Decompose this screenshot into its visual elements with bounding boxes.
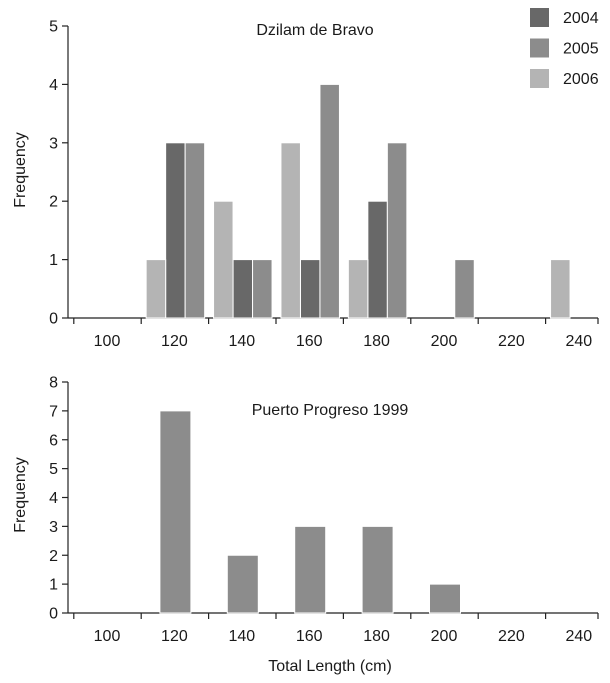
bar: [299, 259, 321, 319]
bar: [213, 200, 234, 319]
x-axis-title: Total Length (cm): [268, 658, 392, 675]
y-axis-title: Frequency: [12, 457, 29, 533]
x-tick-label: 220: [498, 333, 525, 350]
x-tick-label: 180: [363, 333, 390, 350]
legend-label: 2005: [563, 41, 599, 58]
y-axis-title: Frequency: [12, 132, 29, 208]
y-tick-label: 2: [49, 548, 58, 565]
y-tick-label: 4: [49, 77, 58, 94]
bar: [159, 410, 192, 614]
bar: [454, 259, 475, 319]
y-tick-label: 6: [49, 432, 58, 449]
bar: [429, 583, 461, 614]
y-tick-label: 0: [49, 606, 58, 623]
bar: [294, 525, 327, 614]
bar: [550, 259, 571, 319]
x-tick-label: 240: [565, 628, 592, 645]
x-tick-label: 160: [296, 333, 323, 350]
y-tick-label: 5: [49, 461, 58, 478]
x-tick-label: 240: [565, 333, 592, 350]
x-tick-label: 120: [161, 628, 188, 645]
x-tick-label: 140: [228, 628, 255, 645]
legend-swatch: [530, 69, 549, 88]
y-tick-label: 0: [49, 311, 58, 328]
x-tick-label: 200: [431, 628, 458, 645]
y-tick-label: 1: [49, 252, 58, 269]
x-tick-label: 200: [431, 333, 458, 350]
y-tick-label: 3: [49, 135, 58, 152]
y-tick-label: 3: [49, 519, 58, 536]
bar: [347, 259, 369, 319]
bar: [386, 142, 408, 319]
y-tick-label: 7: [49, 403, 58, 420]
bar: [280, 142, 301, 319]
y-tick-label: 8: [49, 375, 58, 392]
legend-swatch: [530, 8, 549, 27]
chart-dzilam-de-bravo: Dzilam de Bravo Frequency 0 1 2 3 4 5 100 120 14…: [12, 8, 599, 350]
chart-title: Dzilam de Bravo: [256, 22, 373, 39]
y-tick-label: 2: [49, 194, 58, 211]
bar: [252, 259, 273, 319]
bar: [184, 142, 206, 319]
legend-label: 2006: [563, 71, 599, 88]
bar: [165, 142, 186, 319]
bar: [145, 259, 167, 319]
x-tick-label: 100: [94, 333, 121, 350]
y-tick-label: 5: [49, 19, 58, 36]
x-tick-label: 100: [94, 628, 121, 645]
bar: [319, 83, 340, 319]
bar: [226, 554, 259, 614]
x-tick-label: 120: [161, 333, 188, 350]
bar: [361, 525, 394, 614]
y-tick-label: 1: [49, 577, 58, 594]
x-tick-label: 180: [363, 628, 390, 645]
chart-title: Puerto Progreso 1999: [252, 402, 409, 419]
y-tick-label: 4: [49, 490, 58, 507]
legend-label: 2004: [563, 10, 599, 27]
x-tick-label: 160: [296, 628, 323, 645]
bar: [232, 259, 254, 319]
bar: [367, 200, 388, 319]
legend-swatch: [530, 38, 549, 58]
x-tick-label: 140: [228, 333, 255, 350]
chart-puerto-progreso-1999: Puerto Progreso 1999 Frequency Total Len…: [12, 375, 599, 675]
x-tick-label: 220: [498, 628, 525, 645]
